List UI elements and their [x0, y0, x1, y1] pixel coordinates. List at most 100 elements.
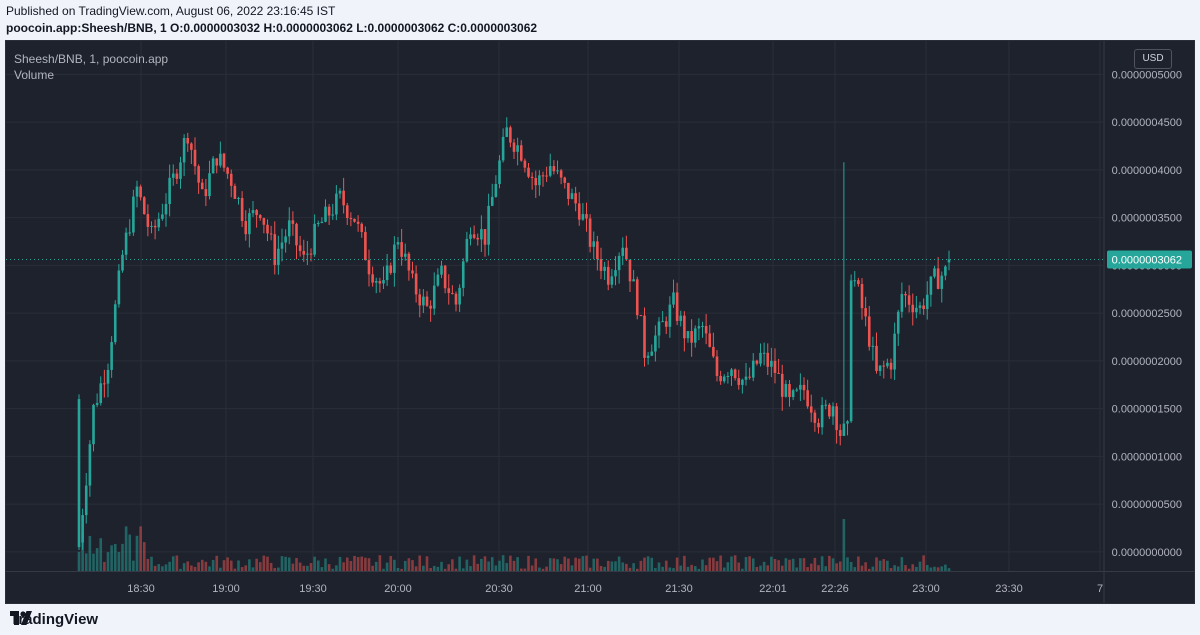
volume-bar	[117, 552, 121, 571]
candle-body	[345, 205, 349, 219]
candle-body	[650, 351, 654, 356]
volume-bar	[639, 560, 643, 571]
candle-body	[940, 275, 944, 289]
candle-body	[886, 362, 889, 367]
volume-bar	[556, 559, 559, 571]
volume-bar	[411, 560, 414, 571]
candle-body	[233, 185, 237, 199]
candle-body	[393, 244, 396, 273]
volume-bar	[360, 556, 364, 571]
volume-bar	[846, 557, 849, 571]
candle-body	[617, 255, 621, 271]
x-tick-label: 19:00	[212, 583, 240, 595]
volume-bar	[708, 557, 712, 571]
volume-bar	[610, 561, 614, 571]
candle-body	[88, 444, 92, 486]
candle-body	[574, 193, 577, 204]
volume-bar	[99, 538, 103, 571]
candle-body	[316, 222, 320, 224]
candle-body	[382, 280, 385, 284]
candle-body	[77, 399, 81, 548]
candle-body	[846, 421, 849, 424]
candle-body	[570, 193, 574, 199]
y-tick-label: 0.0000000500	[1112, 499, 1182, 511]
candle-body	[915, 307, 918, 313]
volume-bar	[269, 562, 273, 571]
volume-bar	[121, 543, 124, 571]
volume-bar	[197, 562, 200, 571]
candle-body	[327, 206, 331, 216]
candle-body	[878, 365, 882, 372]
candle-body	[298, 245, 302, 251]
volume-bar	[759, 565, 762, 571]
volume-bar	[545, 566, 548, 571]
currency-button[interactable]: USD	[1134, 49, 1172, 69]
candle-body	[828, 404, 831, 417]
volume-bar	[472, 555, 476, 571]
volume-bar	[646, 556, 650, 571]
candle-body	[222, 153, 226, 168]
candle-body	[744, 376, 748, 380]
candle-body	[367, 260, 371, 275]
candle-body	[646, 355, 650, 358]
volume-bar	[106, 552, 110, 571]
volume-bar	[849, 561, 853, 571]
volume-bar	[632, 563, 635, 571]
candlestick-chart[interactable]: 0.0000005000 0.0000004500 0.0000004000 0.00…	[6, 41, 1195, 604]
volume-bar	[686, 566, 690, 571]
volume-bar	[548, 558, 552, 571]
volume-bar	[730, 556, 733, 571]
candle-body	[226, 167, 229, 174]
candle-body	[422, 296, 425, 306]
tradingview-logo[interactable]: TradingView	[10, 611, 98, 628]
candle-body	[132, 196, 135, 233]
volume-bar	[222, 560, 226, 571]
candle-body	[494, 184, 498, 197]
volume-bar	[465, 559, 469, 571]
candle-body	[432, 285, 436, 309]
candle-body	[505, 127, 509, 137]
candle-body	[99, 383, 103, 404]
candle-body	[882, 365, 886, 367]
candle-body	[719, 375, 722, 382]
candle-body	[124, 232, 128, 255]
candle-body	[418, 294, 422, 306]
y-tick-label: 0.0000002000	[1112, 356, 1182, 368]
volume-bar	[182, 563, 186, 571]
candle-body	[925, 294, 929, 310]
candle-body	[722, 376, 726, 382]
candle-body	[447, 288, 451, 293]
x-tick-label: 22:26	[821, 583, 849, 595]
y-tick-label: 0.0000002500	[1112, 308, 1182, 320]
candle-body	[258, 215, 262, 219]
x-tick-label: 23:00	[912, 583, 940, 595]
volume-bar	[516, 557, 519, 571]
candle-body	[95, 403, 99, 405]
volume-bar	[915, 566, 918, 571]
candle-body	[320, 221, 324, 223]
volume-bar	[164, 564, 168, 571]
candle-body	[414, 273, 418, 295]
chart-frame[interactable]: 0.0000005000 0.0000004500 0.0000004000 0.00…	[5, 40, 1195, 604]
x-tick-label: 21:00	[574, 583, 602, 595]
candle-body	[831, 406, 835, 417]
candle-body	[904, 293, 907, 296]
candle-body	[548, 166, 552, 176]
volume-bar	[824, 566, 828, 571]
candle-body	[559, 170, 563, 178]
volume-bar	[84, 553, 88, 571]
candle-body	[947, 259, 951, 263]
candle-body	[190, 143, 193, 150]
volume-bar	[947, 568, 951, 571]
volume-bar	[95, 548, 99, 571]
volume-bar	[139, 526, 142, 571]
y-tick-label: 0.0000005000	[1112, 69, 1182, 81]
candle-body	[411, 270, 414, 274]
candle-body	[777, 372, 780, 374]
candle-body	[661, 321, 664, 323]
candle-body	[860, 284, 864, 309]
candle-body	[795, 389, 799, 391]
volume-bar	[425, 556, 429, 571]
candle-body	[458, 287, 461, 305]
candle-body	[429, 305, 432, 309]
